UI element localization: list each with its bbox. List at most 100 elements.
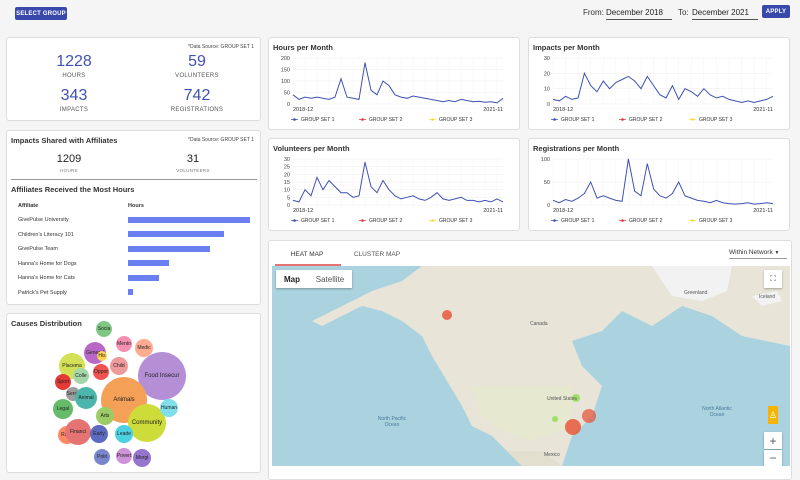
legend-label[interactable]: GROUP SET 3 bbox=[699, 218, 733, 224]
zoom-in-icon[interactable]: + bbox=[764, 432, 782, 449]
impacts-chart-title: Impacts per Month bbox=[533, 43, 600, 52]
impacts-chart-card: Impacts per Month 30 20 10 0 2018-12 2021-11 G… bbox=[528, 37, 790, 130]
affiliate-hours-bar bbox=[128, 289, 133, 295]
affiliate-hours-bar bbox=[128, 260, 170, 266]
y-tick-label: 150 bbox=[281, 68, 290, 74]
series-line-group-set-1 bbox=[552, 71, 774, 104]
cause-bubble[interactable]: Food Insecur bbox=[138, 352, 186, 400]
map-land-svg bbox=[312, 266, 790, 466]
affiliate-hours-bar bbox=[128, 274, 159, 281]
cause-bubble[interactable]: Povert bbox=[116, 448, 132, 464]
affiliate-hours-bar bbox=[128, 231, 225, 237]
x-start-label: 2018-12 bbox=[293, 208, 313, 214]
select-group-button[interactable]: SELECT GROUP bbox=[15, 7, 67, 20]
volunteers-chart-card: Volunteers per Month 30 25 20 15 10 5 0 2018-12… bbox=[268, 138, 520, 231]
affiliate-name: Children's Literacy 101 bbox=[18, 231, 74, 238]
legend-swatch-dot bbox=[691, 219, 694, 222]
apply-button[interactable]: APPLY bbox=[762, 5, 790, 18]
registrations-chart-card: Registrations per Month 100 50 0 2018-12 202… bbox=[528, 138, 790, 231]
map-type-satellite-button[interactable]: Satellite bbox=[308, 270, 352, 288]
y-tick-label: 0 bbox=[287, 203, 290, 209]
tab-heat-map[interactable]: HEAT MAP bbox=[290, 251, 324, 258]
affiliates-hours-label: HOURS bbox=[60, 168, 78, 173]
affiliates-volunteers-label: VOLUNTEERS bbox=[176, 168, 210, 173]
legend-label[interactable]: GROUP SET 2 bbox=[629, 218, 663, 224]
causes-card: Causes Distribution Food Insecur Animals C… bbox=[6, 313, 261, 473]
cause-bubble[interactable]: Community bbox=[128, 404, 166, 442]
map-label-mexico: Mexico bbox=[544, 452, 560, 458]
legend-swatch-dot bbox=[293, 118, 296, 121]
summary-card: *Data Source: GROUP SET 1 1228 HOURS 59 … bbox=[6, 37, 261, 121]
legend-label[interactable]: GROUP SET 2 bbox=[369, 218, 403, 224]
affiliate-hours-bar bbox=[128, 216, 250, 223]
cause-bubble[interactable]: Leade bbox=[115, 425, 133, 443]
affiliate-name: GivePulse University bbox=[18, 217, 69, 223]
legend-label[interactable]: GROUP SET 1 bbox=[561, 117, 595, 123]
legend-label[interactable]: GROUP SET 1 bbox=[561, 218, 595, 224]
cause-bubble[interactable]: Oppor bbox=[93, 364, 109, 380]
x-end-label: 2021-11 bbox=[483, 107, 503, 113]
y-tick-label: 100 bbox=[281, 79, 290, 85]
cause-bubble[interactable]: Medic bbox=[135, 339, 153, 357]
affiliates-card: Impacts Shared with Affiliates *Data Sou… bbox=[6, 130, 261, 305]
legend-swatch-dot bbox=[361, 118, 364, 121]
to-label: To: bbox=[678, 8, 689, 17]
network-select[interactable]: Within Network ▼ bbox=[729, 249, 787, 259]
y-tick-label: 10 bbox=[284, 188, 290, 194]
legend-label[interactable]: GROUP SET 3 bbox=[439, 117, 473, 123]
pegman-icon[interactable]: ♙ bbox=[768, 406, 778, 424]
legend-label[interactable]: GROUP SET 3 bbox=[439, 218, 473, 224]
legend-label[interactable]: GROUP SET 2 bbox=[369, 117, 403, 123]
zoom-out-icon[interactable]: − bbox=[764, 450, 782, 466]
legend-swatch-dot bbox=[553, 219, 556, 222]
legend-label[interactable]: GROUP SET 1 bbox=[301, 117, 335, 123]
x-end-label: 2021-11 bbox=[483, 208, 503, 214]
volunteers-chart-title: Volunteers per Month bbox=[273, 144, 350, 153]
x-start-label: 2018-12 bbox=[553, 107, 573, 113]
toolbar: SELECT GROUP From: December 2018 To: Dec… bbox=[0, 0, 800, 30]
legend-label[interactable]: GROUP SET 1 bbox=[301, 218, 335, 224]
legend-swatch-dot bbox=[553, 118, 556, 121]
legend-swatch-dot bbox=[691, 118, 694, 121]
cause-bubble[interactable]: Colle bbox=[73, 368, 89, 384]
map-view[interactable]: Greenland Iceland Canada North Pacific O… bbox=[272, 266, 790, 466]
legend-swatch-dot bbox=[431, 219, 434, 222]
heat-spot-texas bbox=[582, 409, 596, 423]
tab-cluster-map[interactable]: CLUSTER MAP bbox=[353, 251, 401, 258]
registrations-value: 742 bbox=[183, 87, 211, 104]
y-tick-label: 200 bbox=[281, 56, 290, 62]
affiliate-name: GivePulse Team bbox=[18, 246, 58, 252]
cause-bubble[interactable]: Child bbox=[110, 357, 128, 375]
map-label-north-pacific: North Pacific Ocean bbox=[377, 416, 407, 428]
map-type-map-button[interactable]: Map bbox=[276, 270, 308, 288]
cause-bubble[interactable]: Mento bbox=[116, 336, 132, 352]
affiliates-title: Impacts Shared with Affiliates bbox=[11, 136, 118, 145]
y-tick-label: 5 bbox=[287, 195, 290, 201]
cause-bubble[interactable]: Arts bbox=[96, 407, 114, 425]
from-date-input[interactable]: December 2018 bbox=[606, 8, 672, 20]
legend-label[interactable]: GROUP SET 2 bbox=[629, 117, 663, 123]
y-tick-label: 20 bbox=[284, 172, 290, 178]
cause-bubble[interactable]: Financi bbox=[65, 419, 91, 445]
series-line-group-set-1 bbox=[292, 62, 504, 104]
cause-bubble[interactable]: His bbox=[97, 351, 107, 361]
legend-label[interactable]: GROUP SET 3 bbox=[699, 117, 733, 123]
col-affiliate-header: Affiliate bbox=[18, 203, 39, 209]
cause-bubble[interactable]: Early bbox=[90, 425, 108, 443]
cause-bubble[interactable]: Legal bbox=[53, 399, 73, 419]
hours-chart-card: Hours per Month 200 150 100 50 0 2018-12 2021-… bbox=[268, 37, 520, 130]
cause-bubble[interactable]: Human bbox=[160, 399, 178, 417]
cause-bubble[interactable]: Animal bbox=[75, 387, 97, 409]
impacts-label: IMPACTS bbox=[59, 107, 89, 113]
y-tick-label: 30 bbox=[544, 56, 550, 62]
legend-swatch-dot bbox=[621, 118, 624, 121]
cause-bubble[interactable]: Socia bbox=[96, 321, 112, 337]
to-date-input[interactable]: December 2021 bbox=[692, 8, 758, 20]
cause-bubble[interactable]: Sport bbox=[55, 374, 71, 390]
cause-bubble[interactable]: Morgi bbox=[133, 449, 151, 467]
cause-bubble[interactable]: Polit bbox=[94, 449, 110, 465]
fullscreen-icon[interactable]: ⛶ bbox=[764, 270, 782, 288]
y-tick-label: 20 bbox=[544, 71, 550, 77]
